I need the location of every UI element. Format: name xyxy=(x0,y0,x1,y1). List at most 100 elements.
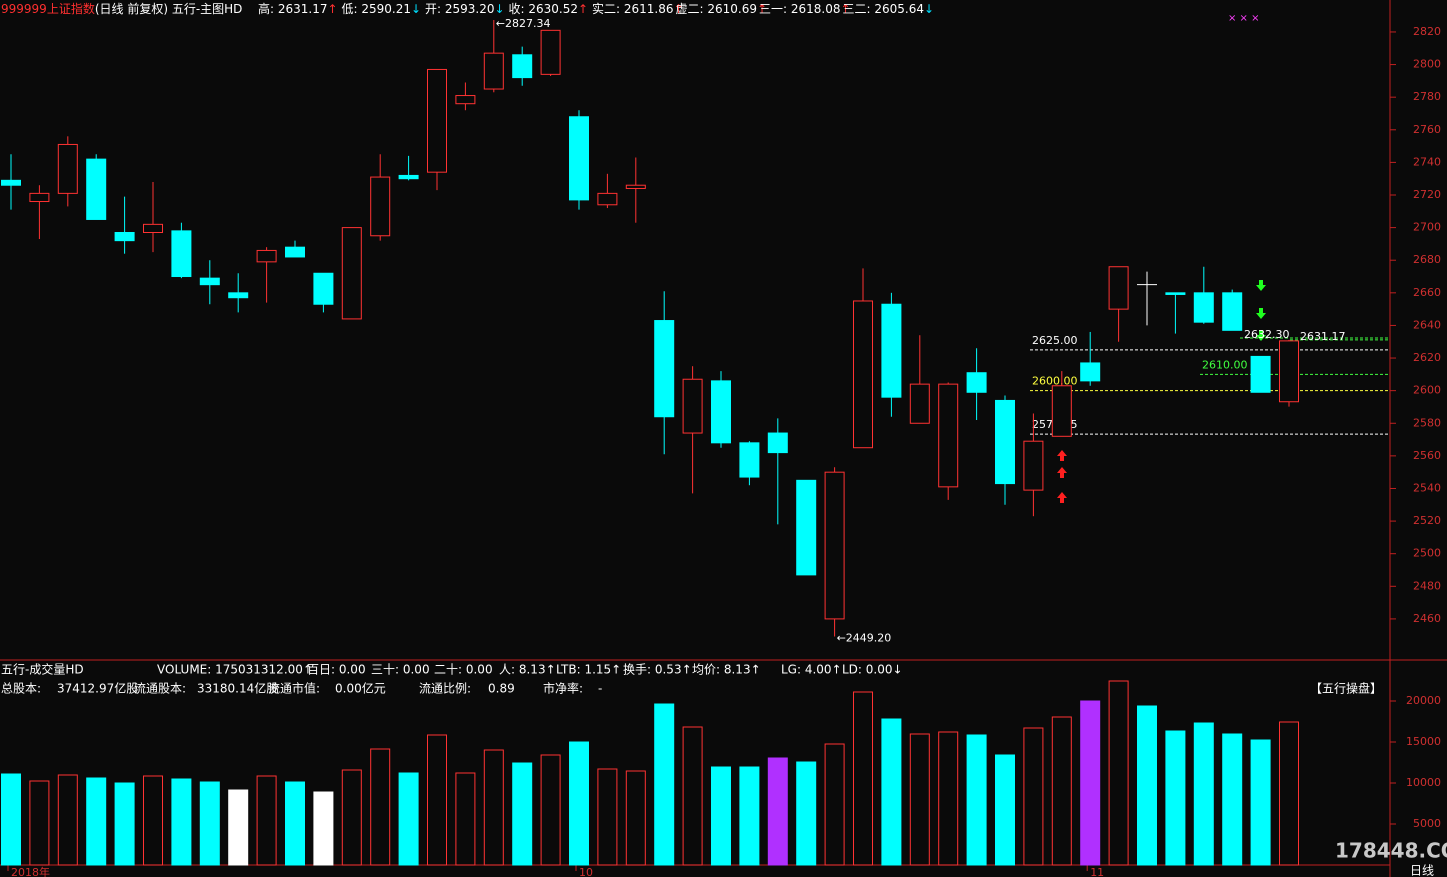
candle-body xyxy=(597,192,618,206)
volume-stat: VOLUME: 175031312.00↑ xyxy=(157,663,313,677)
info-text: 37412.97亿股 xyxy=(57,681,138,696)
candle-body xyxy=(285,246,305,258)
y-tick-label: 2580 xyxy=(1413,416,1441,429)
volume-bar xyxy=(1,773,21,866)
volume-bar xyxy=(370,748,391,866)
stat-text: 虚二: 2610.69 xyxy=(676,2,757,16)
volume-stat: 人: 8.13↑ xyxy=(499,663,556,677)
down-arrow xyxy=(1256,280,1266,291)
volume-bar xyxy=(285,781,305,866)
candle-body xyxy=(824,471,845,620)
stat-arrow: ↑ xyxy=(327,2,337,16)
header-stat: 低: 2590.21↓ xyxy=(342,2,422,16)
volume-bar xyxy=(1279,721,1299,866)
volume-bar xyxy=(767,757,788,866)
volume-bar xyxy=(29,780,50,866)
volume-bar xyxy=(682,726,703,866)
watermark: 178448.COM xyxy=(1335,839,1447,863)
stat-arrow: ↑ xyxy=(578,2,588,16)
stat-arrow: ↓ xyxy=(494,2,504,16)
candle-body xyxy=(625,184,646,189)
candle-body xyxy=(909,383,930,424)
candle-body xyxy=(938,383,959,488)
y-tick-label: 10000 xyxy=(1406,776,1441,789)
level-label: 2631.17 xyxy=(1300,330,1346,343)
stat-arrow: ↑ xyxy=(673,2,683,16)
y-tick-label: 2480 xyxy=(1413,579,1441,592)
candle-body xyxy=(1051,385,1072,437)
volume-bar xyxy=(711,766,731,866)
candle-body xyxy=(370,176,391,237)
y-tick-label: 2620 xyxy=(1413,351,1441,364)
candle-body xyxy=(86,158,107,220)
volume-bar xyxy=(171,778,192,866)
candle-body xyxy=(1023,440,1044,491)
y-tick-label: 2520 xyxy=(1413,514,1441,527)
candle-body xyxy=(455,95,476,105)
candle-body xyxy=(29,192,50,203)
candle-body xyxy=(1222,292,1243,331)
candle-body xyxy=(57,143,78,194)
marks: × × × xyxy=(1228,13,1260,24)
candle-body xyxy=(711,380,731,444)
y-tick-label: 2560 xyxy=(1413,449,1441,462)
candle-body xyxy=(1279,340,1299,403)
y-tick-label: 2660 xyxy=(1413,286,1441,299)
y-tick-label: 2600 xyxy=(1413,384,1441,397)
volume-bar xyxy=(256,775,277,866)
candle-body xyxy=(853,300,873,449)
chart-subtitle: (日线 前复权) 五行-主图HD xyxy=(95,1,243,16)
stat-text: 开: 2593.20 xyxy=(425,2,494,16)
candle-body xyxy=(569,116,589,201)
down-arrow xyxy=(1256,308,1266,319)
y-tick-label: 2700 xyxy=(1413,221,1441,234)
badge: 【五行操盘】 xyxy=(1310,681,1382,696)
info-text: 0.89 xyxy=(488,682,515,696)
y-tick-label: 2460 xyxy=(1413,612,1441,625)
info-text: 0.00亿元 xyxy=(335,681,386,696)
stat-arrow: ↓ xyxy=(411,2,421,16)
candle-body xyxy=(483,52,504,90)
volume-bar xyxy=(796,761,817,866)
extreme-label: ←2827.34 xyxy=(496,17,551,30)
volume-bar xyxy=(1051,716,1072,866)
info-text: 流通股本: xyxy=(134,682,186,696)
candle-body xyxy=(1108,266,1129,310)
y-tick-label: 20000 xyxy=(1406,694,1441,707)
stock-name: 上证指数 xyxy=(47,1,95,16)
signal-arrows xyxy=(1057,280,1266,503)
volume-bar xyxy=(1080,700,1101,866)
volume-bar xyxy=(199,781,220,866)
volume-bar xyxy=(313,791,334,866)
volume-bar xyxy=(341,769,362,866)
candle-body xyxy=(341,227,362,320)
volume-bar xyxy=(597,768,618,866)
y-tick-label: 2800 xyxy=(1413,58,1441,71)
x-tick-label: 2018年 xyxy=(11,865,50,877)
y-tick-label: 5000 xyxy=(1413,817,1441,830)
y-tick-label: 2500 xyxy=(1413,547,1441,560)
volume-bar xyxy=(540,754,561,866)
candle-body xyxy=(171,230,192,278)
volume-bar xyxy=(86,777,107,866)
candle-body xyxy=(1080,362,1101,382)
candle-body xyxy=(398,174,419,180)
header-stat: 三一: 2618.08↑ xyxy=(759,2,851,16)
stat-text: 高: 2631.17 xyxy=(258,1,327,16)
volume-bar xyxy=(625,770,646,866)
volume-stat: LG: 4.00↑ xyxy=(781,663,842,677)
stat-text: 三二: 2605.64 xyxy=(843,2,924,16)
volume-stat: 换手: 0.53↑ xyxy=(623,663,692,677)
volume-bar xyxy=(57,774,78,866)
volume-bar xyxy=(114,782,135,866)
header-stat: 三二: 2605.64↓ xyxy=(843,2,935,16)
candle-body xyxy=(654,320,675,418)
candle-body xyxy=(995,399,1015,485)
volume-bar xyxy=(455,772,476,866)
info-text: 流通比例: xyxy=(419,682,471,696)
candle-body xyxy=(427,68,447,173)
volume-bar xyxy=(1250,739,1271,866)
volume-bar xyxy=(228,789,249,866)
y-tick-label: 2740 xyxy=(1413,155,1441,168)
